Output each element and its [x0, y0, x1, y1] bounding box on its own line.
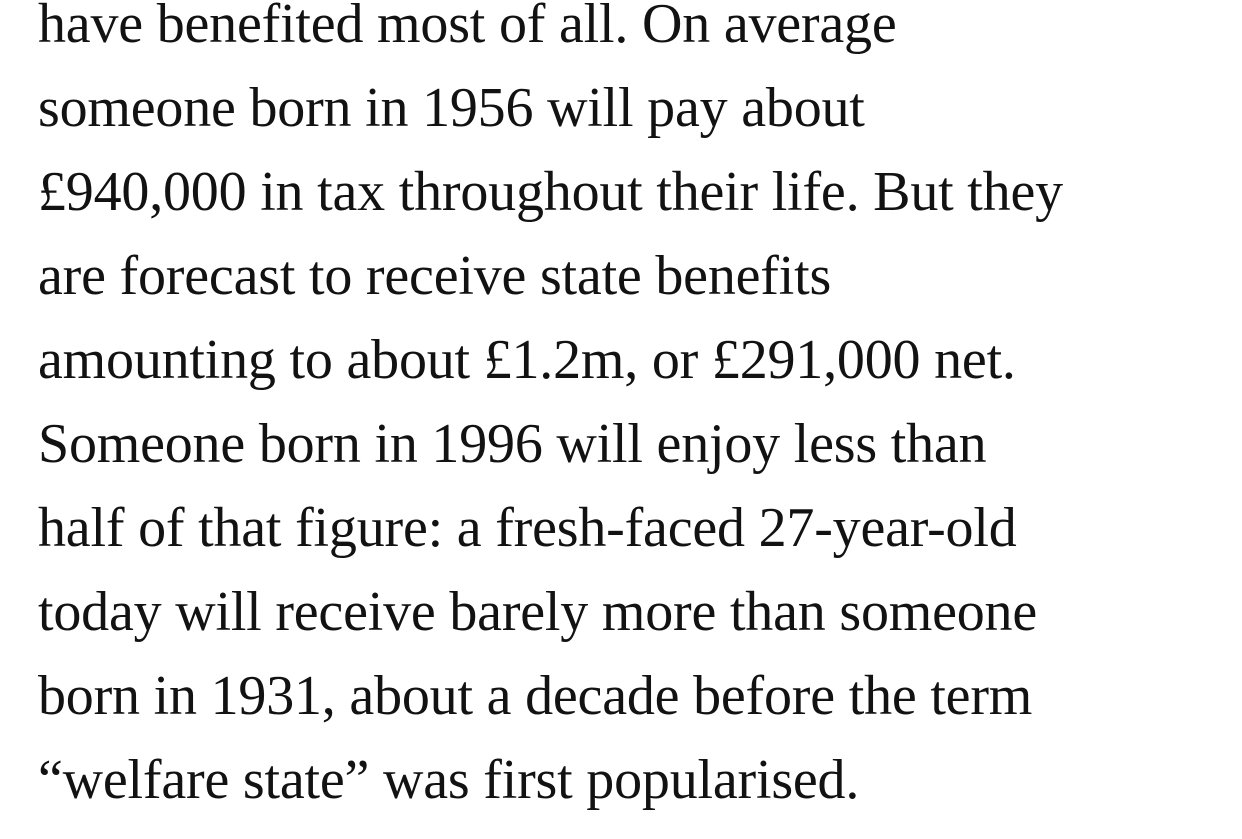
paragraph-line: born in 1931, about a decade before the … [38, 665, 1033, 727]
paragraph-line: amounting to about £1.2m, or £291,000 ne… [38, 329, 1016, 391]
paragraph-line: £940,000 in tax throughout their life. B… [38, 161, 1063, 223]
paragraph-line: someone born in 1956 will pay about [38, 77, 865, 139]
paragraph-line: half of that figure: a fresh-faced 27-ye… [38, 497, 1017, 559]
paragraph-line: Someone born in 1996 will enjoy less tha… [38, 413, 987, 475]
paragraph-line: have benefited most of all. On average [38, 0, 897, 55]
paragraph-line: today will receive barely more than some… [38, 581, 1038, 643]
paragraph-line: are forecast to receive state benefits [38, 245, 832, 307]
paragraph-line: “welfare state” was first popularised. [38, 749, 860, 811]
article-paragraph: have benefited most of all. On average s… [38, 0, 1233, 822]
